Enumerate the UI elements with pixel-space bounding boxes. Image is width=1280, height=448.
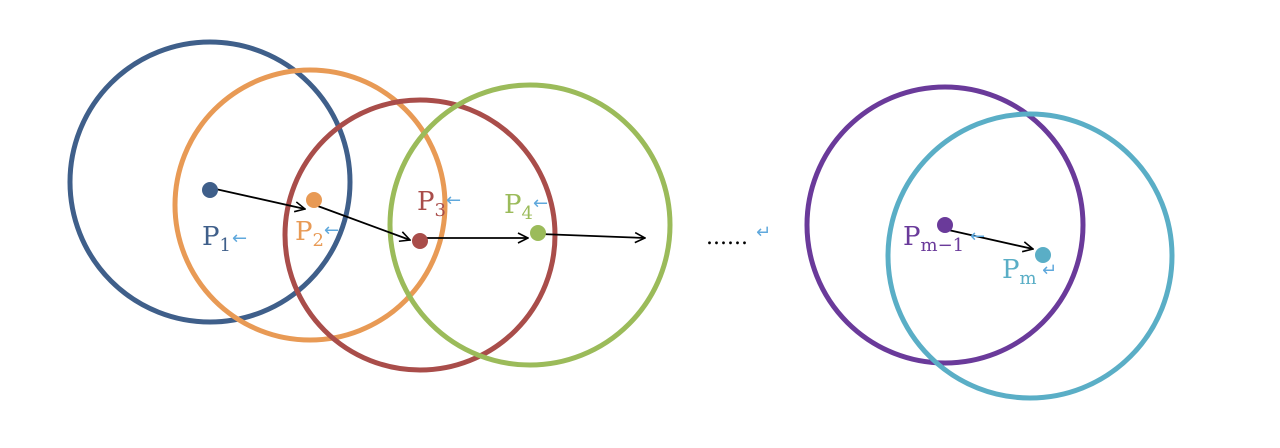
circle-pm — [885, 111, 1175, 401]
return-mark-pm: ↵ — [1042, 260, 1057, 281]
point-labels: P1 ← P2 ← P3 ← P4 ← Pm−1 ← Pm ↵ — [202, 187, 1057, 289]
point-p2 — [306, 192, 322, 208]
label-p4: P4 — [504, 190, 533, 224]
point-p4 — [530, 225, 546, 241]
point-p3 — [412, 233, 428, 249]
ellipsis: ...... — [706, 225, 748, 250]
label-pm1: Pm−1 — [903, 222, 964, 256]
arrow-p1-p2 — [210, 187, 305, 209]
point-p1 — [202, 182, 218, 198]
return-mark-ellipsis: ↵ — [756, 222, 771, 243]
return-mark-p1: ← — [232, 228, 247, 249]
point-pm1 — [937, 217, 953, 233]
return-mark-p2: ← — [324, 220, 339, 241]
circle-p2 — [172, 67, 448, 343]
arrow-p2-p3 — [314, 204, 410, 240]
points — [202, 182, 1051, 263]
arrow-p4-next — [539, 234, 645, 238]
circles-right — [804, 84, 1175, 401]
return-mark-pm1: ← — [970, 226, 985, 247]
trajectory-arrows — [210, 187, 1033, 249]
return-mark-p4: ← — [533, 193, 548, 214]
return-mark-p3: ← — [446, 190, 461, 211]
label-p2: P2 — [295, 217, 324, 251]
label-pm: Pm — [1002, 255, 1037, 289]
circle-pm1 — [804, 84, 1086, 366]
circle-p4 — [387, 82, 673, 368]
point-pm — [1035, 247, 1051, 263]
circles-left — [67, 39, 673, 373]
label-p3: P3 — [417, 187, 446, 221]
label-p1: P1 — [202, 222, 231, 256]
circle-p1 — [67, 39, 353, 325]
arrow-pm1-pm — [943, 228, 1033, 249]
